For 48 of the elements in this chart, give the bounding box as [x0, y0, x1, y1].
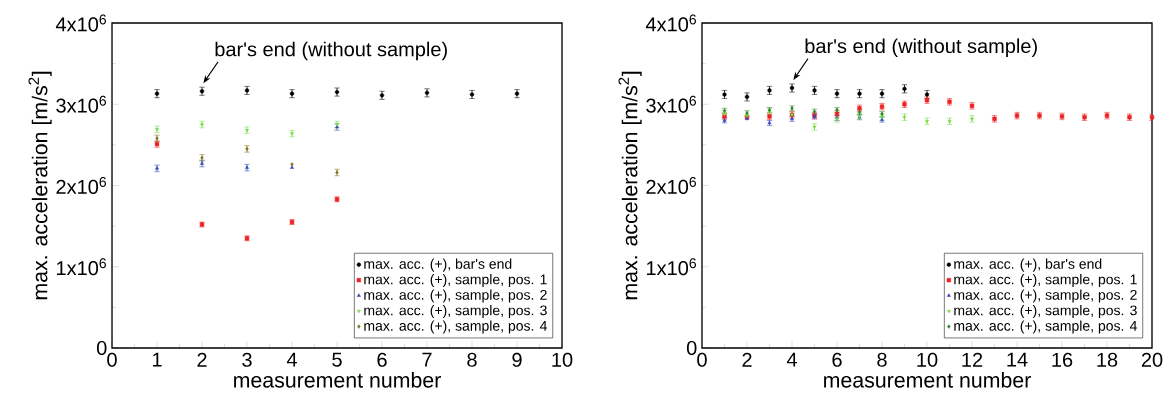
legend-label: max. acc. (+), sample, pos. 2	[954, 289, 1137, 303]
y-tick-label: 0	[686, 340, 697, 356]
annotation: bar's end (without sample)	[215, 41, 447, 61]
y-tick-label: 0	[96, 340, 107, 356]
y-tick-label: 2x10$^{6}$	[646, 177, 697, 194]
annotation: bar's end (without sample)	[805, 38, 1037, 58]
x-tick-label: 0	[107, 352, 117, 367]
x-tick-label: 14	[1007, 352, 1028, 367]
x-tick-label: 0	[697, 352, 707, 367]
legend-label: max. acc. (+), sample, pos. 1	[954, 274, 1137, 288]
y-tick-label: 1x10$^{6}$	[57, 258, 107, 276]
legend-label: max. acc. (+), sample, pos. 3	[954, 305, 1137, 319]
x-tick-label: 1	[152, 352, 162, 367]
legend-label: max. acc. (+), sample, pos. 1	[364, 274, 547, 288]
x-tick-label: 20	[1141, 352, 1163, 367]
y-tick-label: 2x10$^{6}$	[56, 177, 107, 194]
legend-label: max. acc. (+), bar's end	[364, 258, 512, 272]
x-tick-label: 8	[877, 352, 887, 367]
y-tick-label: 3x10$^{6}$	[56, 95, 107, 113]
x-tick-label: 10	[917, 352, 938, 367]
y-tick-label: 3x10$^{6}$	[646, 95, 697, 113]
legend-label: max. acc. (+), sample, pos. 4	[364, 320, 547, 334]
x-tick-label: 2	[742, 352, 752, 367]
x-tick-label: 6	[377, 352, 387, 367]
y-axis-title: max. acceleration [m/s$^{2}$]	[28, 71, 52, 300]
x-tick-label: 6	[832, 352, 842, 367]
x-axis-title: measurement number	[234, 372, 441, 388]
x-tick-label: 12	[962, 352, 983, 367]
y-tick-label: 1x10$^{6}$	[647, 258, 697, 276]
y-axis-title: max. acceleration [m/s$^{2}$]	[618, 71, 642, 300]
y-tick-label: 4x10$^{6}$	[55, 14, 107, 32]
x-tick-label: 2	[197, 352, 207, 367]
x-tick-label: 3	[242, 352, 252, 367]
x-tick-label: 10	[552, 352, 573, 367]
x-tick-label: 16	[1052, 352, 1073, 367]
x-tick-label: 8	[467, 352, 477, 367]
x-tick-label: 4	[786, 352, 797, 367]
legend-label: max. acc. (+), sample, pos. 3	[364, 305, 547, 319]
x-tick-label: 9	[512, 352, 522, 367]
legend-label: max. acc. (+), sample, pos. 4	[954, 320, 1137, 334]
legend-label: max. acc. (+), sample, pos. 2	[364, 289, 547, 303]
y-tick-label: 4x10$^{6}$	[645, 14, 697, 32]
x-tick-label: 7	[422, 352, 432, 367]
x-tick-label: 5	[332, 352, 342, 367]
x-tick-label: 18	[1097, 352, 1118, 367]
x-axis-title: measurement number	[824, 372, 1031, 388]
x-tick-label: 4	[286, 352, 297, 367]
legend-label: max. acc. (+), bar's end	[954, 258, 1102, 272]
